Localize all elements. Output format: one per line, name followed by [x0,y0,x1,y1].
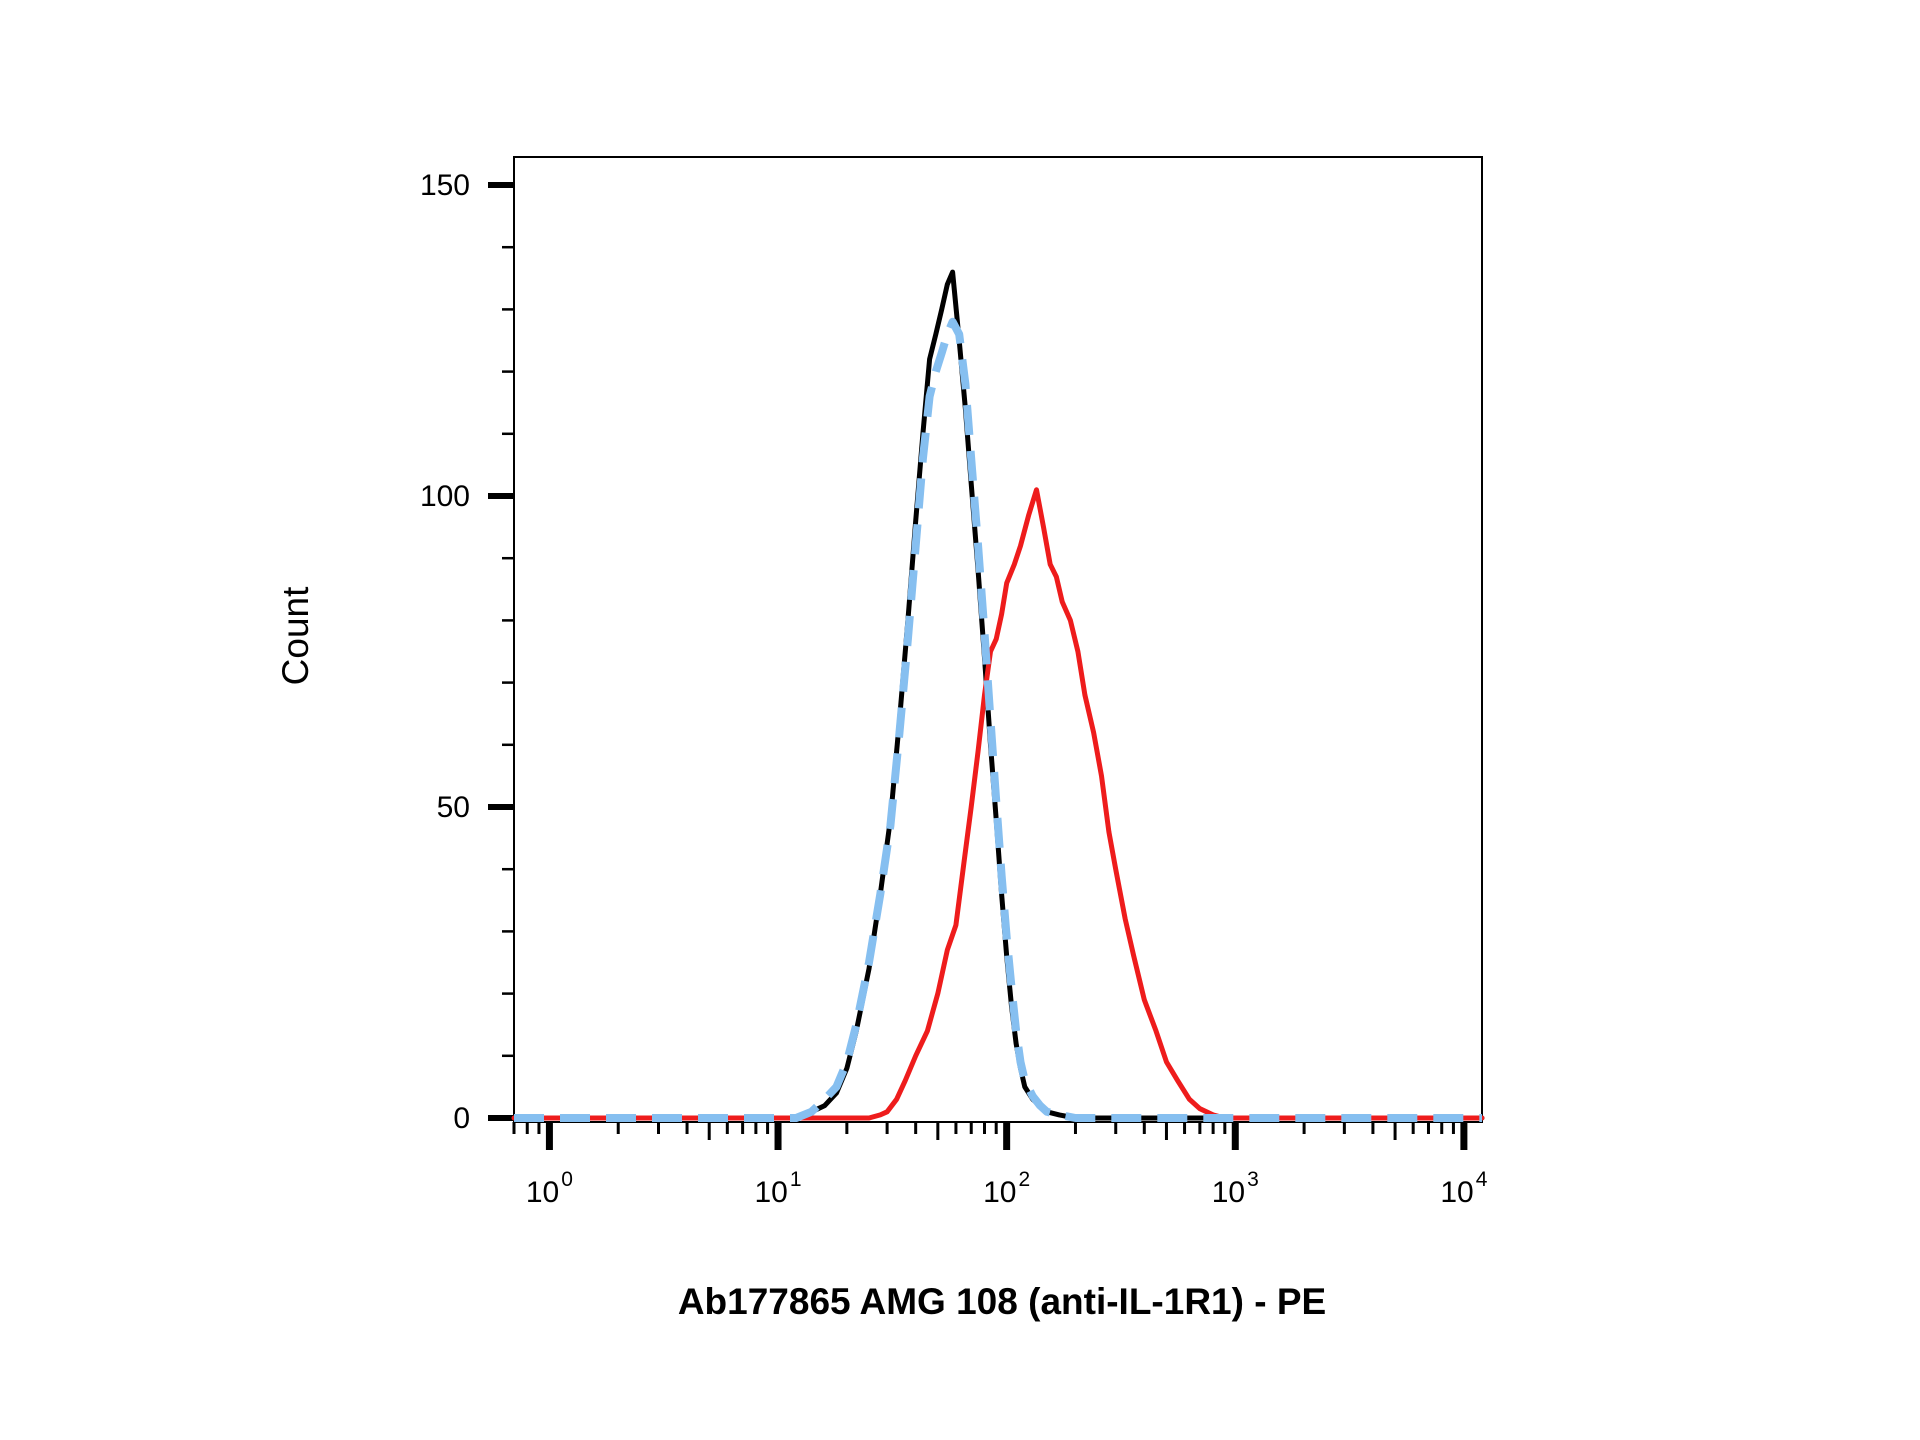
series-line-1 [511,269,1485,1121]
y-tick-label: 150 [420,169,470,202]
x-axis-title: Ab177865 AMG 108 (anti-IL-1R1) - PE [678,1281,1326,1322]
x-tick-label: 101 [755,1168,802,1209]
histogram-curves [511,269,1485,1122]
x-tick-label: 104 [1440,1168,1487,1209]
axis-ticks [488,182,1468,1150]
series-line-3 [511,487,1485,1121]
y-tick-label: 0 [453,1102,470,1135]
plot-frame [513,156,1483,1123]
tick-labels: 0 50 100 150 100 101 102 103 104 [420,169,1488,1209]
x-tick-label: 102 [983,1168,1030,1209]
y-tick-label: 50 [437,791,470,824]
x-tick-label: 103 [1212,1168,1259,1209]
y-axis-title: Count [275,586,316,685]
series-line-2 [514,317,1482,1122]
x-tick-label: 100 [526,1168,573,1209]
y-tick-label: 100 [420,480,470,513]
